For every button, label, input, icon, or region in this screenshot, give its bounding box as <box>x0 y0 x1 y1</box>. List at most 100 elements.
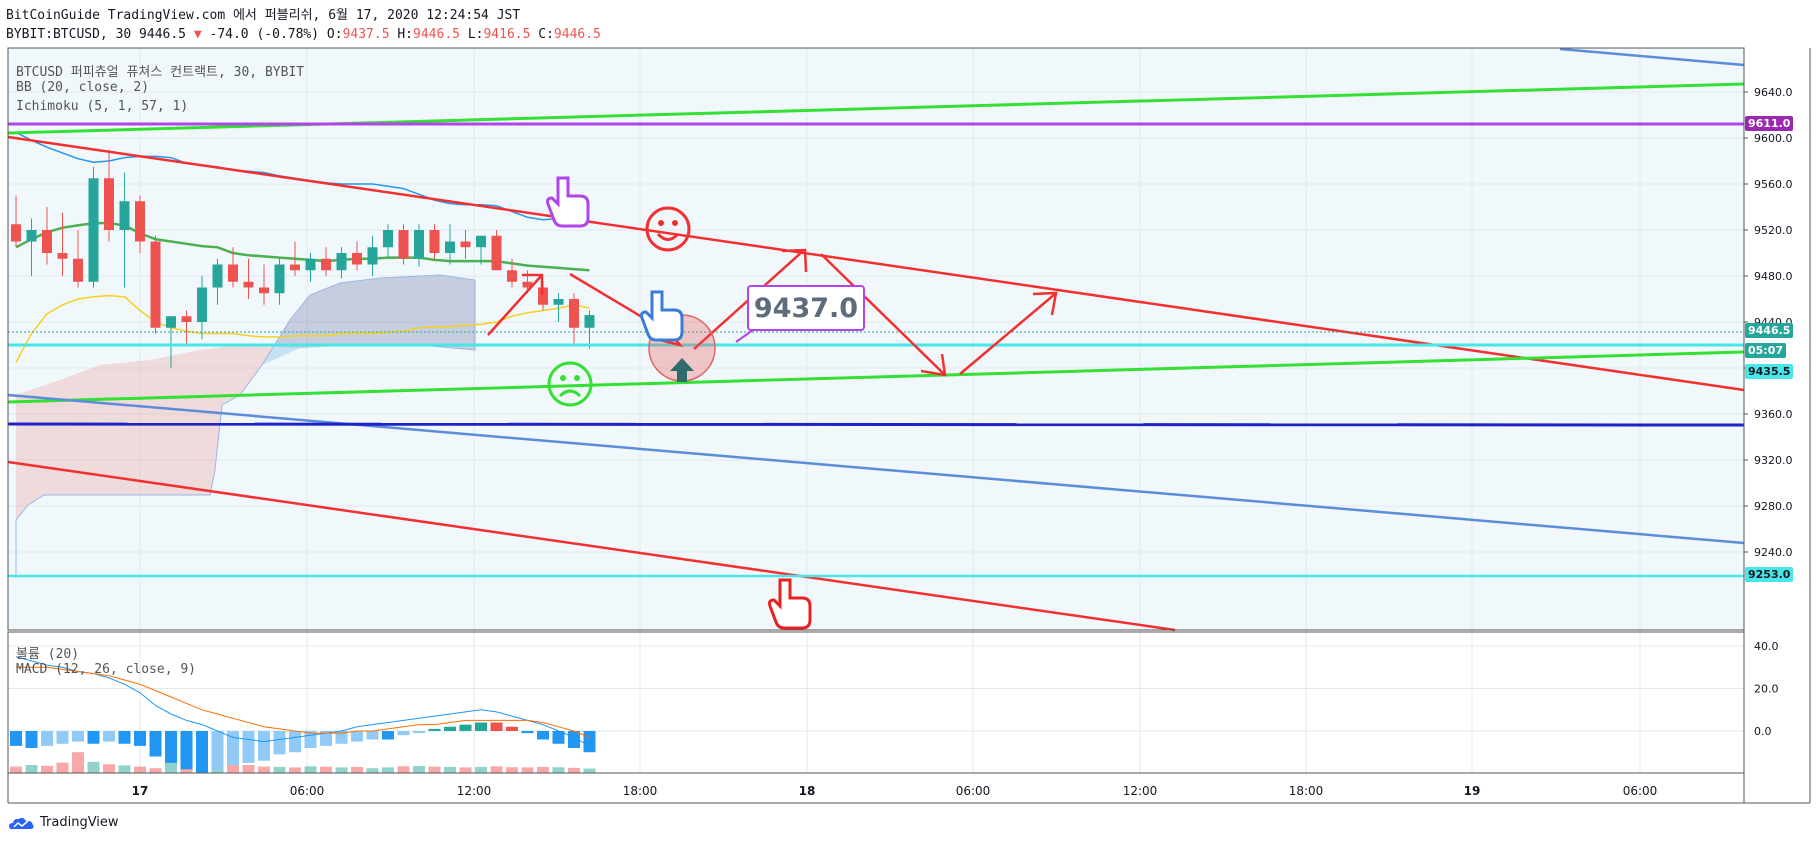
candle-body <box>150 241 161 328</box>
macd-histogram-bar <box>444 726 456 731</box>
price-tick-label: 9600.0 <box>1754 132 1793 145</box>
candle-body <box>228 264 238 282</box>
time-tick-label: 06:00 <box>956 784 991 798</box>
low-value: 9416.5 <box>483 27 531 42</box>
volume-bar <box>320 766 332 773</box>
volume-bar <box>103 764 115 773</box>
candle-body <box>57 253 68 259</box>
macd-histogram-bar <box>273 731 286 755</box>
macd-histogram-bar <box>475 722 487 731</box>
macd-histogram-bar <box>552 731 565 744</box>
forecast-arrow-down-2 <box>820 253 946 376</box>
candle-body <box>445 241 455 253</box>
volume-bar <box>304 766 317 773</box>
candle-body <box>11 224 21 242</box>
macd-histogram-bar <box>320 731 332 746</box>
price-tick-label: 9480.0 <box>1754 270 1793 283</box>
trend-line-green-bottom <box>7 350 1745 404</box>
time-tick-label: 18 <box>799 784 816 798</box>
time-tick-label: 19 <box>1464 784 1481 798</box>
sad-face-icon-eye <box>560 375 566 381</box>
macd-histogram-bar <box>335 731 348 744</box>
price-tick-label: 9520.0 <box>1754 224 1793 237</box>
macd-histogram-bar <box>351 731 363 742</box>
high-label: H: <box>397 27 414 42</box>
volume-bar <box>273 766 286 773</box>
volume-bar <box>10 766 22 773</box>
macd-tick-label: 20.0 <box>1754 683 1779 696</box>
candle-body <box>181 316 192 322</box>
time-tick-label: 12:00 <box>457 784 492 798</box>
macd-histogram-bar <box>258 731 270 761</box>
macd-tick-label: 0.0 <box>1754 725 1772 738</box>
candle-body <box>73 258 83 282</box>
macd-histogram-bar <box>87 731 100 744</box>
candle-body <box>119 201 130 230</box>
candle-body <box>569 299 579 328</box>
time-tick-label: 06:00 <box>290 784 325 798</box>
candle-body <box>476 235 486 248</box>
forecast-arrowhead-1 <box>522 273 544 295</box>
macd-line <box>15 656 590 747</box>
macd-histogram-bar <box>459 724 472 731</box>
price-tick-label: 9640.0 <box>1754 86 1793 99</box>
candle-body <box>553 299 564 305</box>
macd-histogram-bar <box>56 731 69 744</box>
volume-bar <box>506 767 518 773</box>
ichimoku-cloud-blue <box>262 275 475 365</box>
time-tick-label: 17 <box>132 784 149 798</box>
forecast-arrowhead-3 <box>920 353 947 377</box>
candle-body <box>274 264 285 294</box>
trend-line-blue-top <box>1559 47 1745 67</box>
low-label: L: <box>467 27 484 42</box>
price-tick-label: 9240.0 <box>1754 546 1793 559</box>
candle-body <box>398 230 409 259</box>
macd-histogram-bar <box>149 731 162 757</box>
cyan-line-price-tag: 9435.5 <box>1745 364 1794 379</box>
macd-histogram-bar <box>10 731 22 746</box>
volume-bar <box>87 761 100 773</box>
volume-bar <box>413 765 425 773</box>
price-tick-label: 9320.0 <box>1754 454 1793 467</box>
macd-histogram-bar <box>25 731 38 748</box>
up-arrow-marker-icon <box>670 358 694 382</box>
happy-face-icon-eye <box>672 220 678 226</box>
close-label: C: <box>538 27 554 42</box>
candle-body <box>352 253 362 265</box>
macd-histogram-bar <box>382 731 394 740</box>
candle-body <box>26 230 37 242</box>
volume-bar <box>382 767 394 773</box>
candle-body <box>538 287 548 305</box>
legend-ichimoku: Ichimoku (5, 1, 57, 1) <box>16 99 189 114</box>
candle-body <box>212 264 223 288</box>
macd-signal-line <box>16 666 590 738</box>
candle-body <box>88 178 99 282</box>
macd-histogram-bar <box>196 731 208 774</box>
forecast-arrow-up-1 <box>487 274 543 336</box>
candle-body <box>321 258 331 271</box>
volume-bar <box>397 766 410 773</box>
candle-body <box>135 201 145 242</box>
ohlc-line: BYBIT:BTCUSD, 30 9446.5 ▼ -74.0 (-0.78%)… <box>6 25 601 44</box>
candle-body <box>383 230 393 248</box>
open-label: O: <box>326 27 343 42</box>
happy-face-icon <box>645 206 691 252</box>
time-tick-label: 18:00 <box>623 784 658 798</box>
legend-title: BTCUSD 퍼피츄얼 퓨쳐스 컨트랙트, 30, BYBIT <box>16 65 305 80</box>
macd-histogram-bar <box>397 731 410 736</box>
sad-face-icon <box>547 361 593 407</box>
cyan-line-price-tag-2: 9253.0 <box>1745 567 1794 582</box>
volume-bar <box>289 767 301 773</box>
down-arrow-icon: ▼ <box>193 27 202 42</box>
sad-face-icon-eye <box>574 375 580 381</box>
legend-macd: MACD (12, 26, close, 9) <box>16 662 197 677</box>
volume-bar <box>475 766 487 773</box>
volume-bar <box>227 763 239 773</box>
forecast-arrowhead-2 <box>781 248 808 273</box>
tradingview-logo[interactable]: TradingView <box>8 815 119 830</box>
macd-histogram-bar <box>413 731 425 734</box>
price-callout[interactable]: 9437.0 <box>747 285 865 331</box>
volume-bar <box>490 766 503 773</box>
volume-bar <box>351 766 363 773</box>
